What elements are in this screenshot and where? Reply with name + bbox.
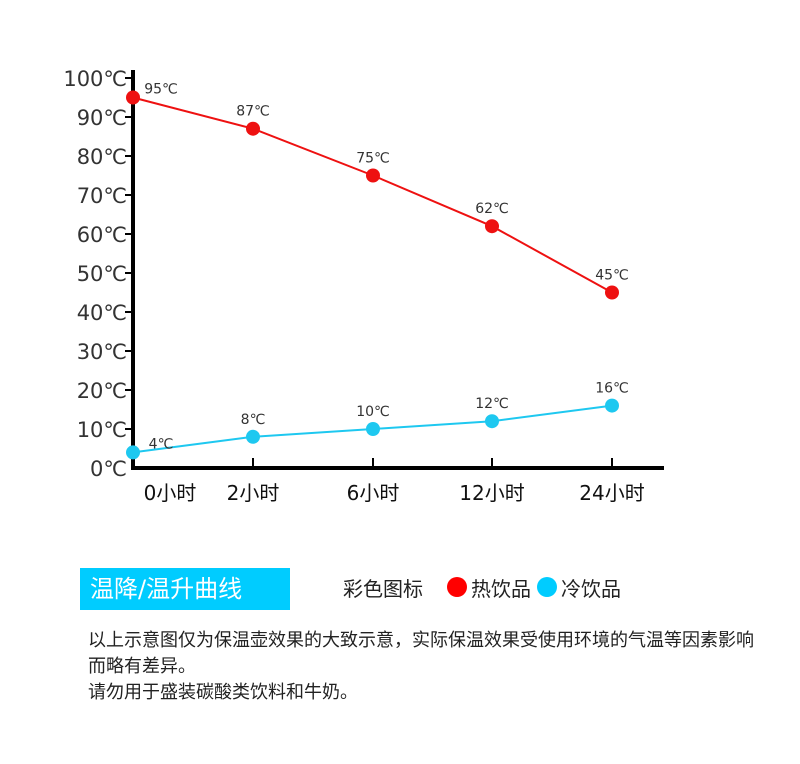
data-point bbox=[246, 121, 260, 136]
data-point bbox=[366, 422, 380, 436]
note-line-1: 以上示意图仅为保温壶效果的大致示意，实际保温效果受使用环境的气温等因素影响而略有… bbox=[88, 630, 754, 677]
y-tick-label: 80℃ bbox=[77, 145, 127, 169]
y-tick-label: 0℃ bbox=[90, 457, 127, 481]
legend-label: 彩色图标 bbox=[343, 576, 423, 601]
note: 以上示意图仅为保温壶效果的大致示意，实际保温效果受使用环境的气温等因素影响而略有… bbox=[88, 628, 768, 706]
data-label: 16℃ bbox=[595, 381, 629, 397]
data-point bbox=[126, 445, 140, 460]
y-tick-label: 30℃ bbox=[77, 340, 127, 364]
red-dot-icon bbox=[447, 577, 467, 597]
y-tick-label: 100℃ bbox=[63, 67, 127, 91]
data-point bbox=[605, 398, 619, 413]
data-label: 75℃ bbox=[356, 151, 390, 167]
legend-cold: 冷饮品 bbox=[537, 573, 621, 602]
x-tick-label: 2小时 bbox=[227, 481, 280, 505]
data-label: 4℃ bbox=[149, 436, 174, 452]
y-tick-label: 70℃ bbox=[77, 184, 127, 208]
data-label: 12℃ bbox=[475, 396, 509, 412]
data-point bbox=[126, 90, 140, 105]
y-tick-label: 10℃ bbox=[77, 418, 127, 442]
note-line-2: 请勿用于盛装碳酸类饮料和牛奶。 bbox=[88, 682, 358, 703]
y-tick-label: 40℃ bbox=[77, 301, 127, 325]
y-tick-label: 60℃ bbox=[77, 223, 127, 247]
data-point bbox=[485, 219, 499, 234]
data-point bbox=[366, 168, 380, 183]
y-tick-label: 90℃ bbox=[77, 106, 127, 130]
x-tick-label: 24小时 bbox=[579, 481, 644, 505]
x-tick-label: 6小时 bbox=[347, 481, 400, 505]
y-tick-label: 50℃ bbox=[77, 262, 127, 286]
data-label: 87℃ bbox=[236, 104, 270, 120]
legend: 彩色图标 热饮品 冷饮品 bbox=[343, 572, 627, 602]
data-label: 10℃ bbox=[356, 404, 390, 420]
legend-hot: 热饮品 bbox=[447, 573, 531, 602]
legend-cold-label: 冷饮品 bbox=[561, 576, 621, 601]
temperature-chart: 0℃ 10℃ 20℃ 30℃ 40℃ 50℃ 60℃ 70℃ 80℃ 90℃ 100℃ 0小时 2小时 6… bbox=[63, 67, 664, 505]
y-tick-label: 20℃ bbox=[77, 379, 127, 403]
data-label: 45℃ bbox=[595, 268, 629, 284]
data-point bbox=[605, 285, 619, 300]
x-tick-label: 12小时 bbox=[459, 481, 524, 505]
legend-hot-label: 热饮品 bbox=[471, 576, 531, 601]
chart-title: 温降/温升曲线 bbox=[80, 568, 290, 610]
data-label: 8℃ bbox=[241, 412, 266, 428]
data-point bbox=[246, 429, 260, 444]
data-label: 62℃ bbox=[475, 201, 509, 217]
x-tick-label: 0小时 bbox=[144, 481, 197, 505]
series-line-0 bbox=[132, 96, 613, 294]
data-label: 95℃ bbox=[144, 82, 178, 98]
blue-dot-icon bbox=[537, 577, 557, 597]
data-point bbox=[485, 414, 499, 429]
